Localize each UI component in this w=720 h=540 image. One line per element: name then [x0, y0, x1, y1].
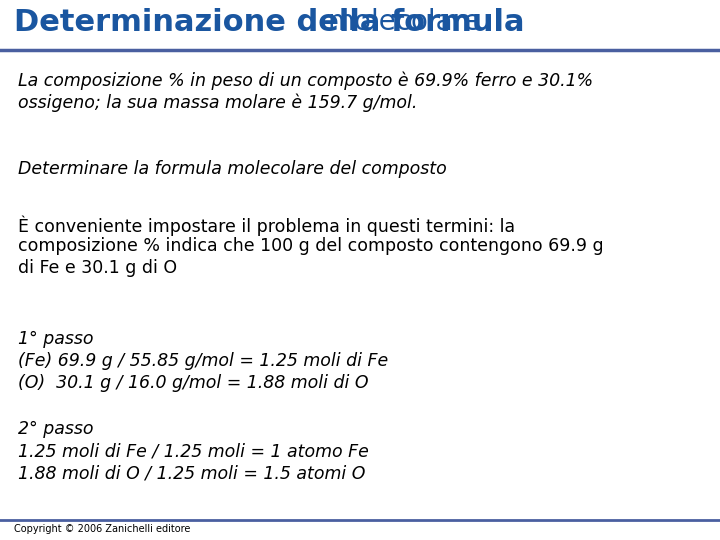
Text: Determinare la formula molecolare del composto: Determinare la formula molecolare del co…	[18, 160, 446, 178]
Text: 1.88 moli di O / 1.25 moli = 1.5 atomi O: 1.88 moli di O / 1.25 moli = 1.5 atomi O	[18, 464, 365, 482]
Text: È conveniente impostare il problema in questi termini: la: È conveniente impostare il problema in q…	[18, 215, 515, 235]
Text: composizione % indica che 100 g del composto contengono 69.9 g: composizione % indica che 100 g del comp…	[18, 237, 603, 255]
Text: 1° passo: 1° passo	[18, 330, 94, 348]
Text: ossigeno; la sua massa molare è 159.7 g/mol.: ossigeno; la sua massa molare è 159.7 g/…	[18, 94, 418, 112]
Text: Determinazione della formula: Determinazione della formula	[14, 8, 535, 37]
Text: (O)  30.1 g / 16.0 g/mol = 1.88 moli di O: (O) 30.1 g / 16.0 g/mol = 1.88 moli di O	[18, 374, 369, 392]
Text: La composizione % in peso di un composto è 69.9% ferro e 30.1%: La composizione % in peso di un composto…	[18, 72, 593, 91]
Text: molecolare: molecolare	[327, 8, 481, 36]
Text: 1.25 moli di Fe / 1.25 moli = 1 atomo Fe: 1.25 moli di Fe / 1.25 moli = 1 atomo Fe	[18, 442, 369, 460]
Text: (Fe) 69.9 g / 55.85 g/mol = 1.25 moli di Fe: (Fe) 69.9 g / 55.85 g/mol = 1.25 moli di…	[18, 352, 388, 370]
Text: 2° passo: 2° passo	[18, 420, 94, 438]
Text: Copyright © 2006 Zanichelli editore: Copyright © 2006 Zanichelli editore	[14, 524, 190, 534]
Text: di Fe e 30.1 g di O: di Fe e 30.1 g di O	[18, 259, 177, 277]
